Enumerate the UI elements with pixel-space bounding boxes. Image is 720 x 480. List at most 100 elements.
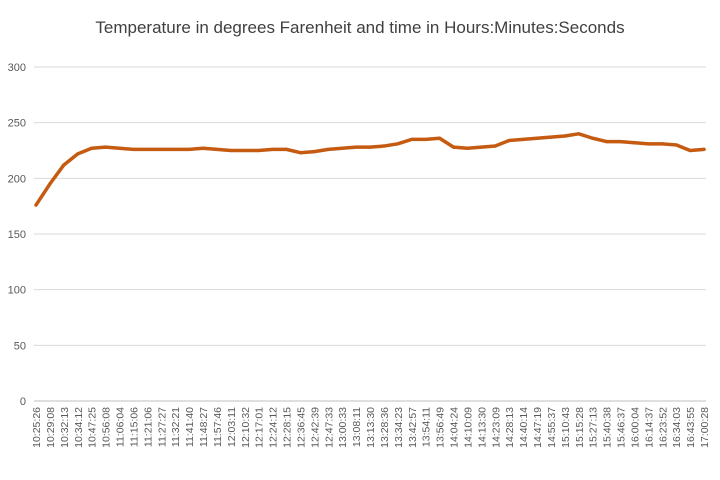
x-tick-label: 13:00:33 xyxy=(337,407,349,448)
data-point xyxy=(674,143,678,147)
data-point xyxy=(535,136,539,140)
data-point xyxy=(688,148,692,153)
gridlines xyxy=(34,66,706,402)
data-point xyxy=(368,145,372,149)
y-tick-label: 0 xyxy=(20,396,26,408)
data-point xyxy=(507,138,511,143)
data-point xyxy=(34,203,38,207)
data-point xyxy=(563,134,567,138)
data-point xyxy=(145,147,149,151)
data-point xyxy=(465,146,470,150)
x-tick-label: 12:17:01 xyxy=(254,407,266,448)
data-point xyxy=(229,148,233,153)
series-line-0 xyxy=(34,132,706,207)
x-tick-label: 16:43:55 xyxy=(685,407,697,448)
y-tick-label: 100 xyxy=(8,285,26,297)
x-tick-label: 11:27:27 xyxy=(156,407,168,447)
x-tick-label: 14:04:24 xyxy=(449,407,461,448)
y-tick-label: 300 xyxy=(8,62,26,74)
x-tick-label: 16:14:37 xyxy=(643,407,655,448)
data-point xyxy=(604,139,609,144)
data-point xyxy=(270,147,275,151)
x-tick-label: 15:27:13 xyxy=(588,407,600,448)
data-point xyxy=(702,147,706,151)
x-tick-label: 16:00:04 xyxy=(629,407,641,448)
data-point xyxy=(410,137,414,141)
data-point xyxy=(424,137,428,141)
x-tick-label: 10:56:08 xyxy=(101,407,113,448)
data-point xyxy=(131,147,136,151)
x-tick-label: 11:32:21 xyxy=(170,407,182,447)
data-point xyxy=(632,141,637,145)
x-tick-label: 16:23:52 xyxy=(657,407,669,448)
x-tick-label: 13:56:49 xyxy=(435,407,447,448)
y-axis-ticks: 0 50 100 150 200 250 300 xyxy=(8,62,26,408)
data-point xyxy=(521,137,525,141)
x-tick-label: 11:06:04 xyxy=(115,407,127,447)
data-point xyxy=(215,147,219,151)
x-tick-label: 14:40:14 xyxy=(518,407,530,448)
x-tick-label: 12:28:15 xyxy=(282,407,294,448)
data-point xyxy=(298,151,303,155)
data-point xyxy=(618,139,623,144)
y-tick-label: 150 xyxy=(8,229,26,241)
x-tick-label: 10:47:25 xyxy=(87,407,99,448)
x-tick-label: 13:42:57 xyxy=(407,407,419,448)
y-tick-label: 50 xyxy=(14,340,26,352)
data-point xyxy=(90,146,94,150)
x-tick-label: 10:29:08 xyxy=(45,407,57,448)
x-tick-label: 10:32:13 xyxy=(59,407,71,448)
data-point xyxy=(48,182,52,186)
data-point xyxy=(103,145,108,149)
y-tick-label: 250 xyxy=(8,118,26,130)
x-tick-label: 16:34:03 xyxy=(671,407,683,448)
chart-title: Temperature in degrees Farenheit and tim… xyxy=(95,18,625,37)
x-tick-label: 11:21:06 xyxy=(142,407,154,447)
data-point xyxy=(382,144,386,148)
data-point xyxy=(340,146,344,150)
x-tick-label: 15:46:37 xyxy=(616,407,628,448)
x-tick-label: 12:36:45 xyxy=(295,407,307,448)
data-point xyxy=(479,145,483,149)
data-point xyxy=(284,147,289,151)
data-point xyxy=(354,145,358,149)
x-tick-label: 14:47:19 xyxy=(532,407,544,448)
data-point xyxy=(493,144,497,148)
y-tick-label: 200 xyxy=(8,173,26,185)
data-point xyxy=(577,132,581,136)
x-tick-label: 13:34:23 xyxy=(393,407,405,448)
x-tick-label: 14:55:37 xyxy=(546,407,558,448)
data-point xyxy=(326,147,330,151)
x-tick-label: 14:10:09 xyxy=(462,407,474,448)
x-axis-ticks: 10:25:26 10:29:08 10:32:13 10:34:12 10:47:25… xyxy=(31,407,711,448)
data-point xyxy=(76,152,80,156)
data-point xyxy=(117,146,122,150)
x-tick-label: 13:28:36 xyxy=(379,407,391,448)
x-tick-label: 10:25:26 xyxy=(31,407,43,448)
data-point xyxy=(187,147,191,151)
data-point xyxy=(257,148,261,153)
x-tick-label: 15:15:28 xyxy=(574,407,586,448)
series-layer xyxy=(34,132,706,207)
data-point xyxy=(451,145,456,149)
x-tick-label: 11:48:27 xyxy=(198,407,210,447)
data-point xyxy=(243,148,247,153)
x-tick-label: 14:23:09 xyxy=(490,407,502,448)
x-tick-label: 13:08:11 xyxy=(351,407,363,447)
x-tick-label: 13:13:30 xyxy=(365,407,377,448)
x-tick-label: 14:28:13 xyxy=(504,407,516,448)
x-tick-label: 12:24:12 xyxy=(268,407,280,448)
x-tick-label: 12:10:32 xyxy=(240,407,252,448)
data-point xyxy=(62,163,66,167)
x-tick-label: 15:40:38 xyxy=(602,407,614,448)
x-tick-label: 11:15:06 xyxy=(128,407,140,447)
x-tick-label: 14:13:30 xyxy=(476,407,488,448)
x-tick-label: 12:03:11 xyxy=(226,407,238,447)
data-point xyxy=(396,142,400,146)
data-point xyxy=(173,147,177,151)
x-tick-label: 11:41:40 xyxy=(184,407,196,447)
x-tick-label: 15:10:43 xyxy=(560,407,572,448)
x-tick-label: 10:34:12 xyxy=(73,407,85,448)
